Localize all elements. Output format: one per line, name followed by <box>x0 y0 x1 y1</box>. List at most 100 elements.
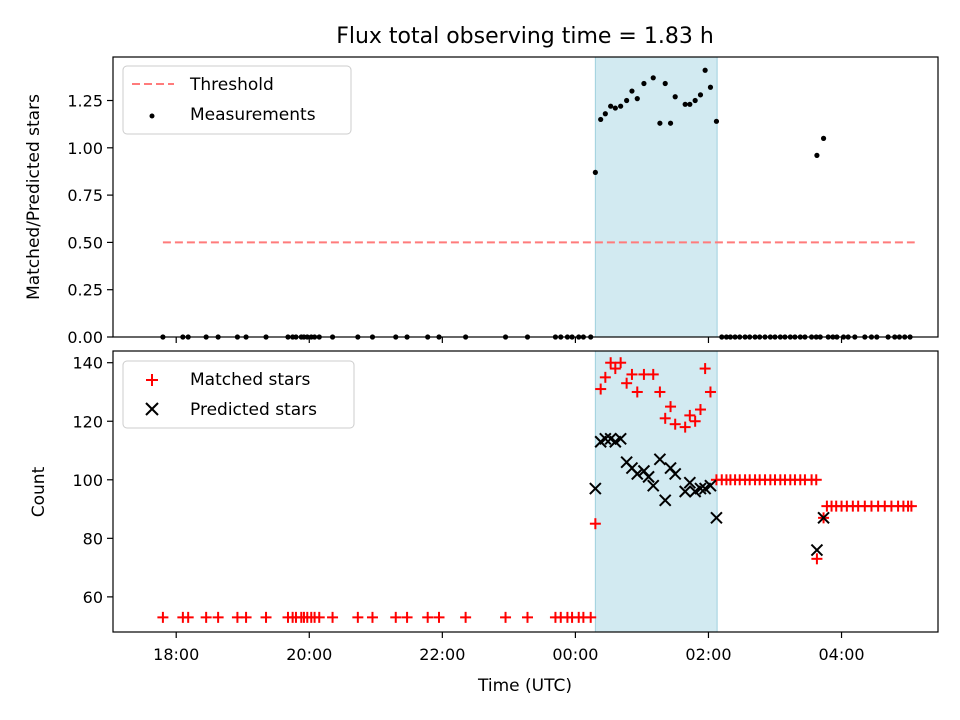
legend-predicted-label: Predicted stars <box>190 400 317 420</box>
measurement-point <box>612 105 618 111</box>
bottom-x-axis: 18:00 20:00 22:00 00:00 02:00 04:00 <box>153 632 865 664</box>
measurement-point <box>634 96 640 102</box>
predicted-star-point <box>659 494 672 507</box>
matched-star-point <box>182 611 194 623</box>
matched-star-point <box>811 553 823 565</box>
matched-star-point <box>654 386 666 398</box>
matched-star-point <box>500 611 512 623</box>
measurement-point <box>697 92 704 98</box>
bottom-y-tick-label: 140 <box>72 354 103 373</box>
legend-matched-label: Matched stars <box>190 370 310 390</box>
top-y-tick-label: 0.75 <box>67 186 103 205</box>
top-y-axis: 0.00 0.25 0.50 0.75 1.00 1.25 <box>67 92 113 347</box>
x-tick-label: 02:00 <box>685 645 731 664</box>
matched-star-point <box>422 611 434 623</box>
matched-star-point <box>605 357 617 369</box>
measurement-point <box>682 101 688 107</box>
matched-star-point <box>599 371 611 383</box>
measurement-point <box>662 80 668 87</box>
legend-measurements-label: Measurements <box>190 105 316 125</box>
matched-star-point <box>669 418 681 430</box>
matched-star-point <box>589 518 601 530</box>
measurement-point <box>820 135 827 141</box>
bottom-legend: Matched stars Predicted stars <box>122 360 355 429</box>
matched-star-point <box>157 611 169 623</box>
measurement-point <box>814 152 820 158</box>
measurement-point <box>692 97 698 104</box>
matched-star-point <box>905 500 917 512</box>
predicted-star-point <box>683 476 697 489</box>
matched-star-point <box>704 386 716 398</box>
measurement-point <box>592 169 598 176</box>
matched-star-point <box>366 611 378 623</box>
matched-star-point <box>260 611 272 623</box>
bottom-y-tick-label: 60 <box>83 588 103 607</box>
matched-star-point <box>327 611 339 623</box>
predicted-star-point <box>642 470 655 484</box>
matched-star-point <box>679 421 691 433</box>
measurement-point <box>608 103 614 109</box>
top-y-tick-label: 1.25 <box>67 92 103 111</box>
measurement-point <box>702 67 708 73</box>
top-y-axis-label: Matched/Predicted stars <box>24 94 44 300</box>
predicted-star-point <box>704 479 717 492</box>
matched-star-point <box>665 401 677 413</box>
top-y-tick-label: 0.50 <box>67 233 103 252</box>
matched-star-point <box>689 415 701 427</box>
measurement-point <box>598 116 604 123</box>
measurement-point <box>618 103 624 109</box>
top-x-ticks <box>175 337 843 343</box>
measurement-point <box>629 88 635 94</box>
measurement-point <box>602 111 608 117</box>
predicted-star-point <box>647 479 660 492</box>
predicted-star-point <box>810 543 824 557</box>
measurement-point <box>713 118 720 124</box>
matched-star-point <box>521 611 533 623</box>
bottom-y-tick-label: 80 <box>83 529 103 548</box>
predicted-star-point <box>668 467 682 481</box>
measurement-point <box>672 94 678 100</box>
matched-star-point <box>460 611 472 623</box>
bottom-axes-frame <box>112 350 939 633</box>
matched-star-point <box>595 383 607 395</box>
x-tick-label: 04:00 <box>818 645 864 664</box>
matched-star-point <box>694 404 706 416</box>
predicted-star-point <box>599 432 612 446</box>
matched-star-point <box>810 474 822 486</box>
x-tick-label: 22:00 <box>419 645 465 664</box>
x-axis-label: Time (UTC) <box>477 676 572 696</box>
predicted-star-point <box>694 482 707 495</box>
predicted-star-point <box>631 467 644 481</box>
matched-star-point <box>626 368 638 380</box>
top-y-tick-label: 0.00 <box>67 328 103 347</box>
legend-matched-swatch <box>146 374 158 386</box>
matched-star-point <box>638 368 650 380</box>
top-y-tick-label: 1.00 <box>67 139 103 158</box>
predicted-star-point <box>614 432 627 446</box>
x-tick-label: 00:00 <box>552 645 598 664</box>
matched-star-point <box>200 611 212 623</box>
matched-star-point <box>615 357 627 369</box>
top-panel: 0.00 0.25 0.50 0.75 1.00 1.25 Matched/Predict… <box>24 56 939 347</box>
bottom-panel: 60 80 100 120 140 18:00 20:00 22:00 00:00 02:00 0… <box>29 350 939 696</box>
matched-star-point <box>433 611 445 623</box>
legend-measurements-swatch <box>149 113 155 119</box>
legend-predicted-swatch <box>145 402 159 416</box>
matched-star-point <box>352 611 364 623</box>
bottom-y-axis-label: Count <box>29 466 49 517</box>
legend-threshold-label: Threshold <box>189 75 274 95</box>
measurement-point <box>641 80 647 87</box>
predicted-star-point <box>653 453 667 466</box>
measurement-point <box>657 120 663 126</box>
matched-star-point <box>647 368 659 380</box>
matched-star-point <box>684 409 696 421</box>
matched-star-point <box>621 377 633 389</box>
chart-title: Flux total observing time = 1.83 h <box>336 24 714 49</box>
matched-star-point <box>313 611 325 623</box>
bottom-y-tick-label: 100 <box>72 471 103 490</box>
matched-star-point <box>631 386 643 398</box>
top-legend: Threshold Measurements <box>122 65 352 135</box>
matched-star-point <box>609 363 621 375</box>
bottom-legend-box <box>122 360 355 429</box>
